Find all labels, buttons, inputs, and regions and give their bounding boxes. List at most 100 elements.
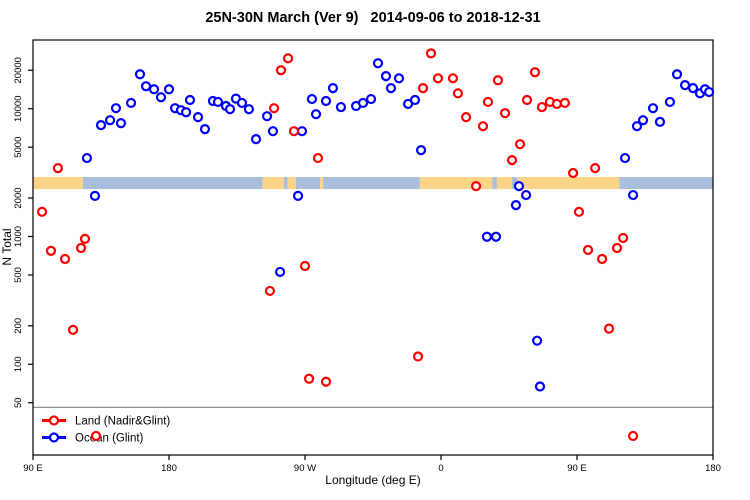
x-tick-label: 180 [161, 463, 177, 474]
data-point-land [75, 242, 87, 254]
y-tick-label: 200 [13, 318, 24, 334]
x-tick-label: 90 E [567, 463, 587, 474]
data-point-land [627, 430, 639, 442]
data-point-ocean [274, 266, 286, 278]
data-point-ocean [365, 93, 377, 105]
data-point-ocean [687, 83, 699, 94]
data-point-ocean [163, 84, 175, 95]
y-tick-label: 1000 [13, 226, 24, 247]
data-point-land [452, 88, 464, 99]
data-point-ocean [490, 231, 502, 242]
strip-land-segment [262, 177, 284, 190]
legend-label-land: Land (Nadir&Glint) [75, 416, 170, 428]
data-point-land [268, 103, 280, 114]
data-point-land [536, 101, 548, 113]
data-point-ocean [532, 335, 543, 346]
y-tick-label: 2000 [13, 187, 24, 208]
data-point-land [611, 242, 623, 254]
data-point-land [288, 126, 300, 137]
data-point-land [67, 324, 79, 335]
data-point-ocean [320, 95, 332, 107]
strip-ocean-segment [619, 177, 713, 190]
strip-ocean-segment [82, 177, 263, 190]
data-point-land [52, 163, 64, 174]
data-point-ocean [89, 190, 101, 201]
strip-land-segment [496, 177, 513, 190]
data-point-land [573, 206, 585, 217]
data-point-ocean [236, 97, 248, 109]
y-tick-label: 5000 [13, 137, 24, 158]
x-tick-label: 90 W [294, 463, 316, 474]
data-point-ocean [357, 97, 369, 109]
data-point-land [299, 260, 311, 272]
y-tick-label: 20000 [13, 57, 24, 83]
data-point-land [582, 244, 594, 256]
data-point-ocean [380, 71, 392, 82]
data-point-ocean [243, 104, 255, 115]
data-point-ocean [415, 145, 427, 156]
data-point-ocean [631, 121, 643, 132]
data-point-ocean [409, 94, 421, 106]
data-point-land [36, 206, 48, 217]
data-point-ocean [199, 124, 211, 135]
data-point-land [492, 75, 504, 86]
data-point-ocean [647, 103, 659, 114]
data-point-land [470, 180, 482, 192]
x-tick-label: 0 [438, 463, 443, 474]
y-tick-label: 50 [13, 397, 24, 408]
data-point-ocean [292, 190, 304, 201]
data-point-ocean [703, 86, 715, 98]
y-axis-label: N Total [0, 228, 14, 265]
data-point-land [417, 83, 429, 94]
data-point-land [425, 48, 437, 59]
chart-title: 25N-30N March (Ver 9) 2014-09-06 to 2018… [205, 10, 540, 26]
data-point-land [596, 253, 608, 265]
data-point-ocean [110, 103, 122, 114]
legend-markers [42, 415, 66, 443]
data-point-ocean [81, 152, 93, 164]
data-point-ocean [619, 152, 631, 164]
y-tick-label: 100 [13, 356, 24, 372]
data-point-ocean [148, 84, 160, 95]
data-point-ocean [310, 109, 322, 120]
data-point-land [275, 65, 287, 76]
data-point-ocean [296, 126, 308, 137]
data-point-ocean [155, 92, 167, 103]
data-point-land [264, 285, 276, 297]
strip-ocean-segment [492, 177, 497, 190]
data-point-ocean [184, 94, 196, 106]
data-point-ocean [180, 107, 192, 118]
plot-border [32, 39, 714, 456]
data-point-land [529, 67, 541, 78]
x-tick-label: 90 E [23, 463, 43, 474]
axes: 90 E 180 90 W 0 90 E 180 50 100 200 500 1000 2000 50… [13, 39, 721, 474]
data-point-land [551, 98, 563, 110]
data-point-ocean [104, 115, 116, 126]
data-point-land [312, 152, 324, 164]
legend-marker-circle [48, 432, 60, 443]
data-point-land [45, 245, 57, 256]
data-point-ocean [125, 97, 137, 109]
data-point-ocean [534, 381, 546, 392]
data-point-ocean [654, 116, 666, 127]
strip-ocean-segment [283, 177, 288, 190]
data-point-ocean [134, 69, 146, 80]
data-point-ocean [212, 96, 224, 108]
data-point-ocean [335, 101, 347, 113]
data-point-ocean [513, 180, 525, 192]
data-points [36, 48, 715, 442]
x-axis-label: Longitude (deg E) [325, 473, 420, 487]
data-point-ocean [372, 58, 384, 69]
data-point-ocean [261, 111, 273, 122]
strip-land-segment [419, 177, 493, 190]
data-point-ocean [250, 134, 262, 145]
data-point-ocean [679, 80, 691, 91]
data-point-land [559, 97, 571, 109]
data-point-land [90, 430, 102, 442]
data-point-land [506, 155, 518, 166]
data-point-ocean [664, 96, 676, 108]
data-point-land [432, 73, 444, 84]
data-point-ocean [224, 104, 236, 115]
